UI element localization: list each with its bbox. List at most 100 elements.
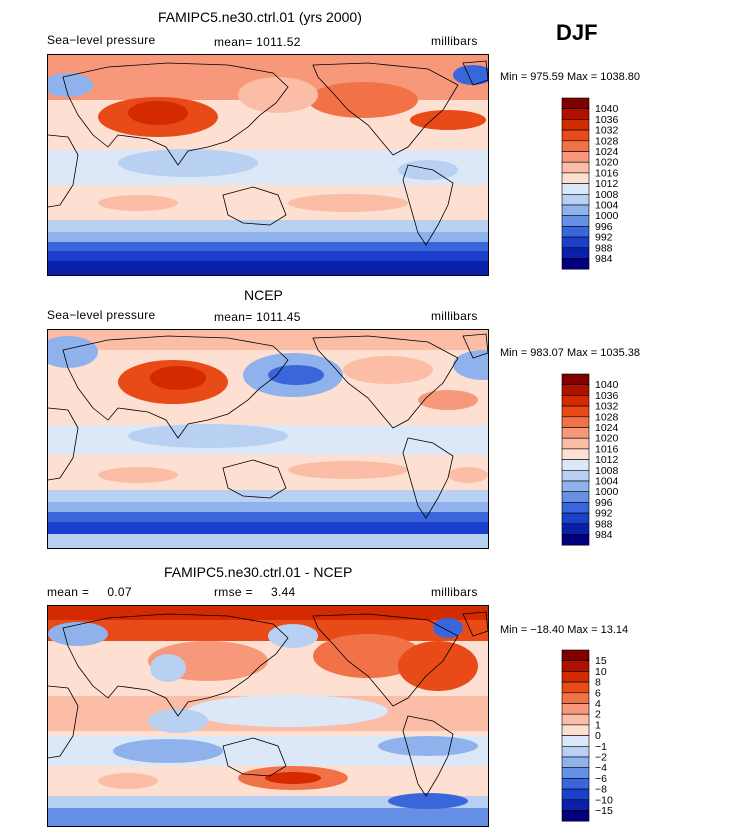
colorbar-tick-label: −4 (595, 762, 607, 774)
panel-2-units-label: millibars (431, 309, 478, 323)
colorbar-swatch (561, 247, 590, 259)
panel-1-title: FAMIPC5.ne30.ctrl.01 (yrs 2000) (158, 9, 362, 25)
colorbar-tick-label: 984 (595, 253, 613, 265)
coastline-australia (222, 459, 287, 499)
colorbar-tick-label: 6 (595, 687, 601, 699)
colorbar-tick-label: −10 (595, 794, 613, 806)
colorbar-tick-label: 1028 (595, 135, 619, 147)
field-blob-low (113, 739, 223, 763)
coastline-asia (62, 613, 289, 717)
colorbar-swatch (561, 778, 590, 790)
field-blob-high (98, 773, 158, 789)
field-blob-low (388, 793, 468, 809)
colorbar-tick-label: 1036 (595, 390, 619, 402)
field-blob-low (148, 709, 208, 733)
colorbar-swatch (561, 692, 590, 704)
colorbar-tick-label: 8 (595, 677, 601, 689)
colorbar-swatch (561, 735, 590, 747)
panel-2-minmax: Min = 983.07 Max = 1035.38 (500, 347, 641, 359)
colorbar-tick-label: 1028 (595, 411, 619, 423)
colorbar-tick-label: −2 (595, 752, 607, 764)
colorbar-swatch (561, 194, 590, 206)
colorbar-tick-label: −8 (595, 784, 607, 796)
field-blob-low (48, 73, 93, 97)
field-blob-high (308, 82, 418, 118)
field-blob-high (98, 467, 178, 483)
field-band (48, 808, 488, 826)
field-blob-low (48, 622, 108, 646)
field-blob-high (313, 634, 423, 678)
colorbar-swatch (561, 649, 590, 661)
panel-1-minmax: Min = 975.59 Max = 1038.80 (500, 71, 641, 83)
field-blob-low (238, 77, 318, 113)
colorbar-tick-label: 1032 (595, 401, 619, 413)
panel-3-minmax: Min = −18.40 Max = 13.14 (500, 624, 629, 636)
colorbar-tick-label: 1000 (595, 486, 619, 498)
field-band (48, 251, 488, 261)
colorbar-swatch (561, 373, 590, 385)
colorbar-swatch (561, 756, 590, 768)
colorbar-swatch (561, 459, 590, 471)
field-blob-low (150, 654, 186, 682)
colorbar-swatch (561, 788, 590, 801)
field-blob-high (288, 461, 408, 479)
colorbar-swatch (561, 395, 590, 407)
colorbar-swatch (561, 427, 590, 439)
panel-2-variable-label: Sea−level pressure (47, 308, 156, 322)
colorbar-tick-label: 1036 (595, 114, 619, 126)
panel-3-units-label: millibars (431, 585, 478, 599)
panel-3-mean-label: mean = 0.07 (47, 585, 132, 599)
coastline-greenland (462, 611, 488, 637)
panel-1-units-label: millibars (431, 34, 478, 48)
colorbar-swatch (561, 799, 590, 811)
colorbar-tick-label: 1012 (595, 454, 619, 466)
field-blob-low (453, 65, 488, 85)
colorbar-swatch (561, 140, 590, 152)
field-blob-high (128, 101, 188, 125)
field-blob-low (378, 736, 478, 756)
colorbar-tick-label: 1012 (595, 178, 619, 190)
colorbar-swatch (561, 470, 590, 482)
colorbar-tick-label: 10 (595, 666, 607, 678)
colorbar-swatch (561, 151, 590, 163)
colorbar-swatch (561, 480, 590, 492)
colorbar-swatch (561, 226, 590, 238)
colorbar-swatch (561, 671, 590, 683)
colorbar-tick-label: 984 (595, 529, 613, 541)
field-band (48, 330, 488, 350)
colorbar-swatch (561, 767, 590, 779)
colorbar-swatch (561, 534, 590, 546)
colorbar-tick-label: 4 (595, 698, 601, 710)
field-blob-high (98, 195, 178, 211)
field-blob-high (418, 390, 478, 410)
coastline-south-america (402, 437, 454, 519)
colorbar-swatch (561, 204, 590, 216)
field-band (48, 796, 488, 808)
colorbar-tick-label: 988 (595, 518, 613, 530)
colorbar-tick-label: 988 (595, 242, 613, 254)
colorbar-swatch (561, 236, 590, 249)
colorbar-swatch (561, 437, 590, 450)
colorbar-swatch (561, 491, 590, 503)
field-blob-high (448, 467, 488, 483)
colorbar-tick-label: 1008 (595, 465, 619, 477)
coastline-greenland (462, 333, 488, 359)
colorbar-tick-label: −1 (595, 741, 607, 753)
colorbar-swatch (561, 724, 590, 736)
colorbar-swatch (561, 161, 590, 174)
field-blob-low (433, 618, 463, 638)
colorbar-tick-label: 1 (595, 719, 601, 731)
coastline-north-america (312, 335, 459, 429)
colorbar-tick-label: 1004 (595, 200, 619, 212)
panel-2-title: NCEP (244, 287, 283, 303)
colorbar-tick-label: 996 (595, 497, 613, 509)
colorbar-swatch (561, 172, 590, 184)
field-band (48, 490, 488, 502)
colorbar-tick-label: 1008 (595, 189, 619, 201)
field-blob-high (265, 772, 321, 784)
field-blob-low (188, 695, 388, 727)
field-band (48, 606, 488, 620)
field-band (48, 502, 488, 512)
coastline-greenland (462, 60, 488, 86)
colorbar-tick-label: 992 (595, 508, 613, 520)
